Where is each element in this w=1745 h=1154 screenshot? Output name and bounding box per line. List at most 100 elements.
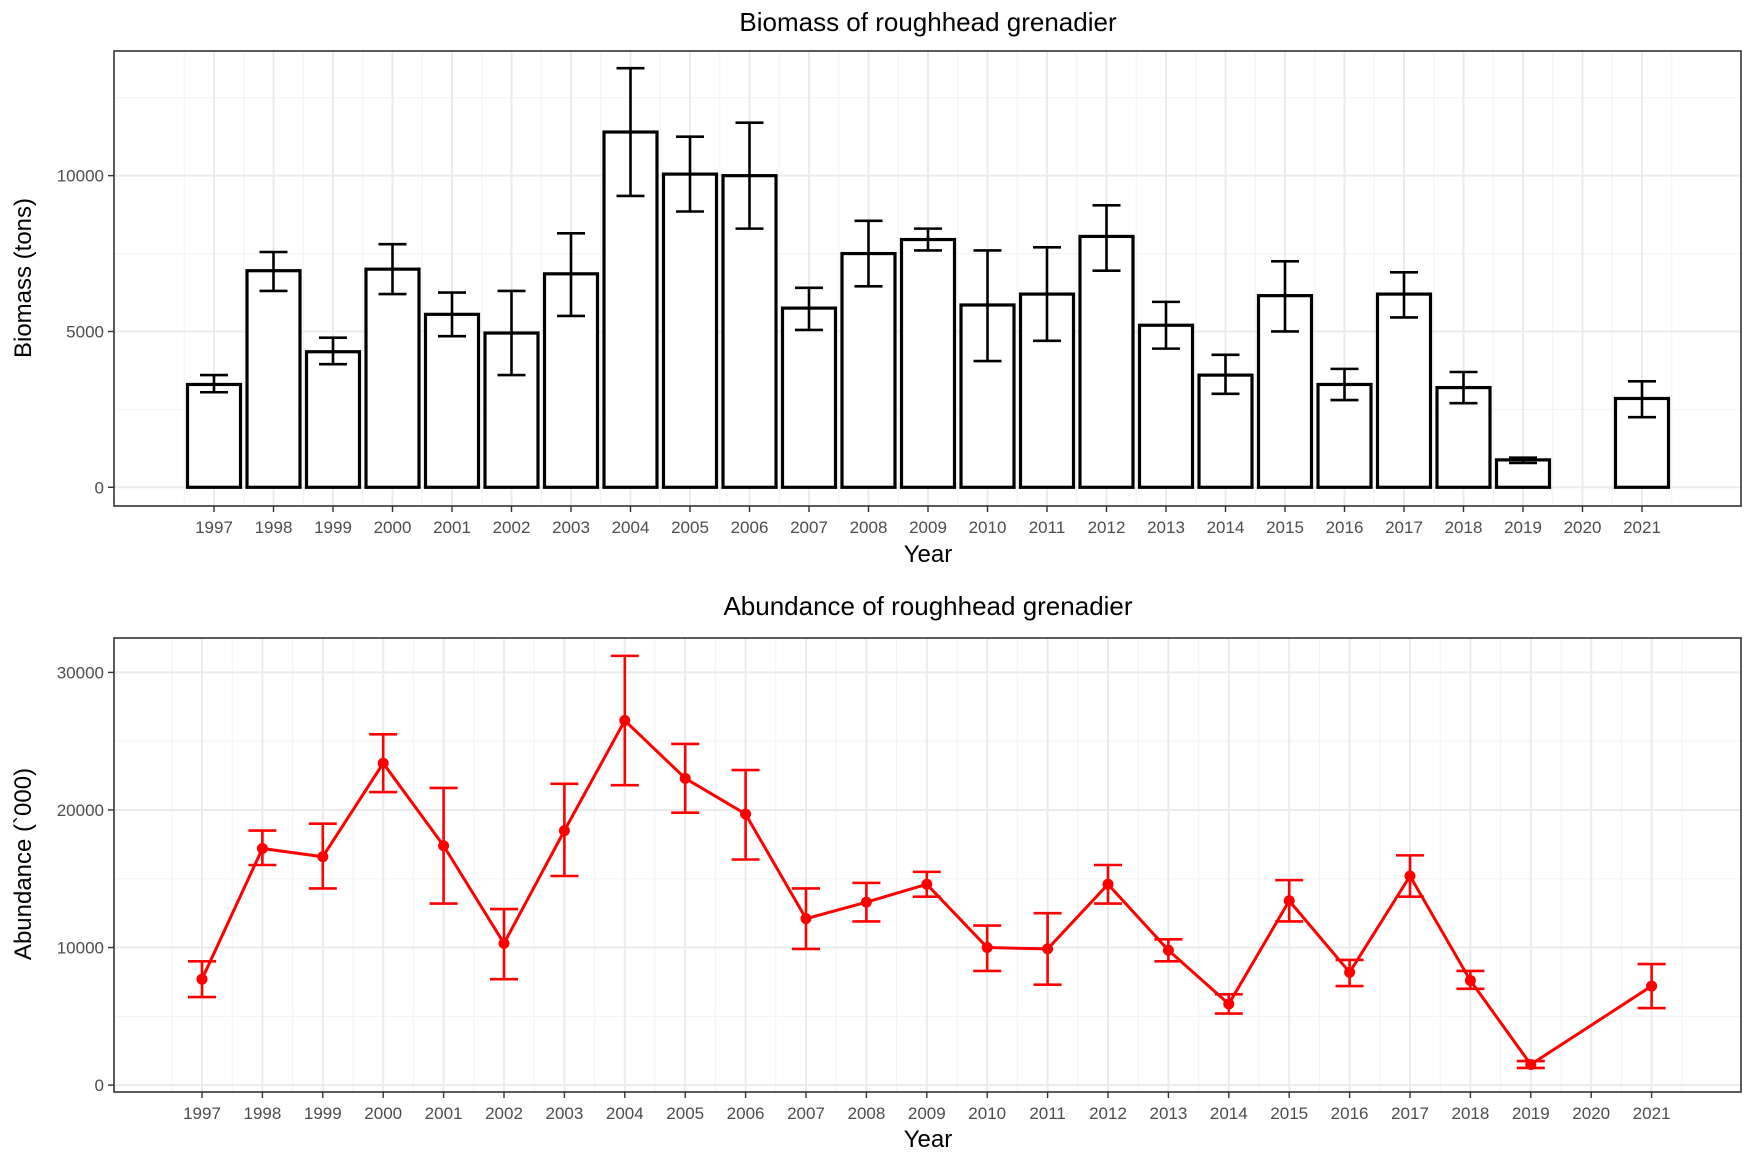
abundance-point-1998	[256, 842, 268, 854]
biomass-bar-2013	[1137, 323, 1195, 489]
biomass-x-tick-label: 2001	[433, 518, 471, 537]
biomass-x-tick-label: 2012	[1088, 518, 1126, 537]
abundance-series-line	[200, 719, 1653, 1066]
biomass-bar-2007	[780, 306, 838, 489]
abundance-x-tick-label: 2002	[485, 1104, 523, 1123]
biomass-error-bar-2015	[1271, 260, 1299, 333]
biomass-x-axis-title: Year	[904, 541, 953, 568]
biomass-chart-title: Biomass of roughhead grenadier	[739, 7, 1117, 37]
abundance-point-2001	[438, 840, 450, 852]
abundance-point-1997	[196, 973, 208, 985]
biomass-chart: Biomass of roughhead grenadier 0 5000 1000…	[10, 7, 1742, 568]
abundance-point-2004	[619, 715, 631, 727]
abundance-x-tick-label: 2011	[1029, 1104, 1066, 1123]
biomass-bar-2017	[1375, 292, 1433, 489]
biomass-x-tick-label: 2008	[850, 518, 888, 537]
abundance-y-tick-label: 10000	[57, 939, 104, 958]
biomass-bar-2005	[661, 172, 719, 489]
abundance-x-tick-label: 2008	[847, 1104, 885, 1123]
abundance-x-tick-label: 2003	[545, 1104, 583, 1123]
abundance-x-tick-label: 2013	[1149, 1104, 1187, 1123]
biomass-x-tick-label: 2019	[1504, 518, 1542, 537]
biomass-error-bar-2006	[735, 121, 764, 230]
abundance-x-tick-label: 2007	[787, 1104, 825, 1123]
abundance-line	[200, 719, 1653, 1066]
abundance-point-2012	[1102, 878, 1114, 890]
abundance-x-tick-label: 2009	[908, 1104, 946, 1123]
biomass-x-tick-label: 2017	[1385, 518, 1423, 537]
abundance-point-2000	[377, 757, 389, 769]
biomass-x-tick-label: 2005	[671, 518, 709, 537]
biomass-error-bar-2009	[914, 227, 942, 252]
abundance-chart: Abundance of roughhead grenadier 0 10000 2…	[10, 591, 1742, 1153]
abundance-x-tick-label: 2001	[425, 1104, 463, 1123]
biomass-error-bar-2017	[1390, 270, 1418, 319]
biomass-x-tick-label: 2015	[1266, 518, 1304, 537]
biomass-x-tick-label: 2018	[1445, 518, 1483, 537]
biomass-error-bar-2002	[497, 289, 526, 377]
biomass-x-tick-label: 2020	[1564, 518, 1602, 537]
biomass-error-bar-1997	[200, 373, 228, 394]
biomass-x-tick-label: 2010	[969, 518, 1007, 537]
abundance-point-2006	[740, 808, 752, 820]
biomass-bar-2009	[899, 237, 957, 489]
abundance-y-axis-ticks: 0 10000 20000 30000	[57, 663, 114, 1095]
abundance-x-tick-label: 2021	[1633, 1104, 1671, 1123]
biomass-x-tick-label: 2016	[1326, 518, 1364, 537]
abundance-point-1999	[317, 851, 329, 863]
abundance-x-tick-label: 2000	[364, 1104, 402, 1123]
abundance-x-tick-label: 1999	[304, 1104, 342, 1123]
biomass-x-tick-label: 1997	[195, 518, 233, 537]
biomass-error-bar-1999	[319, 336, 347, 366]
abundance-x-tick-label: 2018	[1451, 1104, 1489, 1123]
abundance-point-2017	[1404, 870, 1416, 882]
biomass-error-bar-2000	[378, 242, 407, 296]
abundance-x-tick-label: 2012	[1089, 1104, 1127, 1123]
biomass-error-bar-2003	[557, 232, 585, 318]
abundance-x-tick-label: 2004	[606, 1104, 644, 1123]
biomass-bar-1997	[185, 382, 243, 489]
biomass-x-tick-label: 2004	[612, 518, 650, 537]
biomass-x-tick-label: 2006	[731, 518, 769, 537]
biomass-bar-2008	[840, 251, 897, 489]
abundance-point-2005	[679, 772, 691, 784]
abundance-point-2016	[1344, 966, 1356, 978]
biomass-x-tick-label: 2000	[374, 518, 412, 537]
biomass-bar-2004	[602, 130, 659, 489]
biomass-y-tick-label: 0	[95, 478, 104, 497]
biomass-bar-2012	[1078, 234, 1135, 489]
biomass-x-axis-ticks: 1997 1998 1999 2000 2001 2002 2003 2004 2005 2006…	[195, 506, 1661, 537]
biomass-x-tick-label: 2003	[552, 518, 590, 537]
biomass-bar-2021	[1613, 396, 1671, 489]
abundance-x-tick-label: 2006	[727, 1104, 765, 1123]
biomass-error-bar-2001	[438, 291, 466, 338]
biomass-error-bar-2021	[1628, 380, 1656, 419]
abundance-x-tick-label: 2019	[1512, 1104, 1550, 1123]
abundance-x-tick-label: 2014	[1210, 1104, 1248, 1123]
abundance-x-tick-label: 2017	[1391, 1104, 1429, 1123]
abundance-x-tick-label: 2005	[666, 1104, 704, 1123]
biomass-error-bar-2014	[1211, 353, 1240, 396]
abundance-point-2003	[558, 825, 570, 837]
abundance-point-2015	[1283, 895, 1295, 907]
biomass-y-tick-label: 10000	[57, 167, 104, 186]
biomass-x-tick-label: 2007	[790, 518, 828, 537]
abundance-point-2021	[1646, 980, 1658, 992]
biomass-y-axis-title: Biomass (tons)	[10, 198, 37, 358]
biomass-error-bar-2007	[795, 286, 823, 332]
abundance-chart-title: Abundance of roughhead grenadier	[723, 591, 1132, 621]
abundance-y-axis-title: Abundance (`000)	[10, 768, 37, 960]
biomass-x-tick-label: 2013	[1147, 518, 1185, 537]
biomass-bar-1999	[304, 350, 362, 489]
abundance-point-2009	[921, 878, 933, 890]
biomass-bar-1998	[245, 269, 302, 489]
biomass-x-tick-label: 2021	[1623, 518, 1661, 537]
abundance-x-tick-label: 2015	[1270, 1104, 1308, 1123]
biomass-error-bar-2004	[616, 66, 645, 198]
biomass-x-tick-label: 2011	[1029, 518, 1066, 537]
abundance-x-tick-label: 2010	[968, 1104, 1006, 1123]
abundance-points	[196, 715, 1658, 1070]
abundance-x-tick-label: 2016	[1331, 1104, 1369, 1123]
biomass-error-bars	[200, 66, 1656, 465]
